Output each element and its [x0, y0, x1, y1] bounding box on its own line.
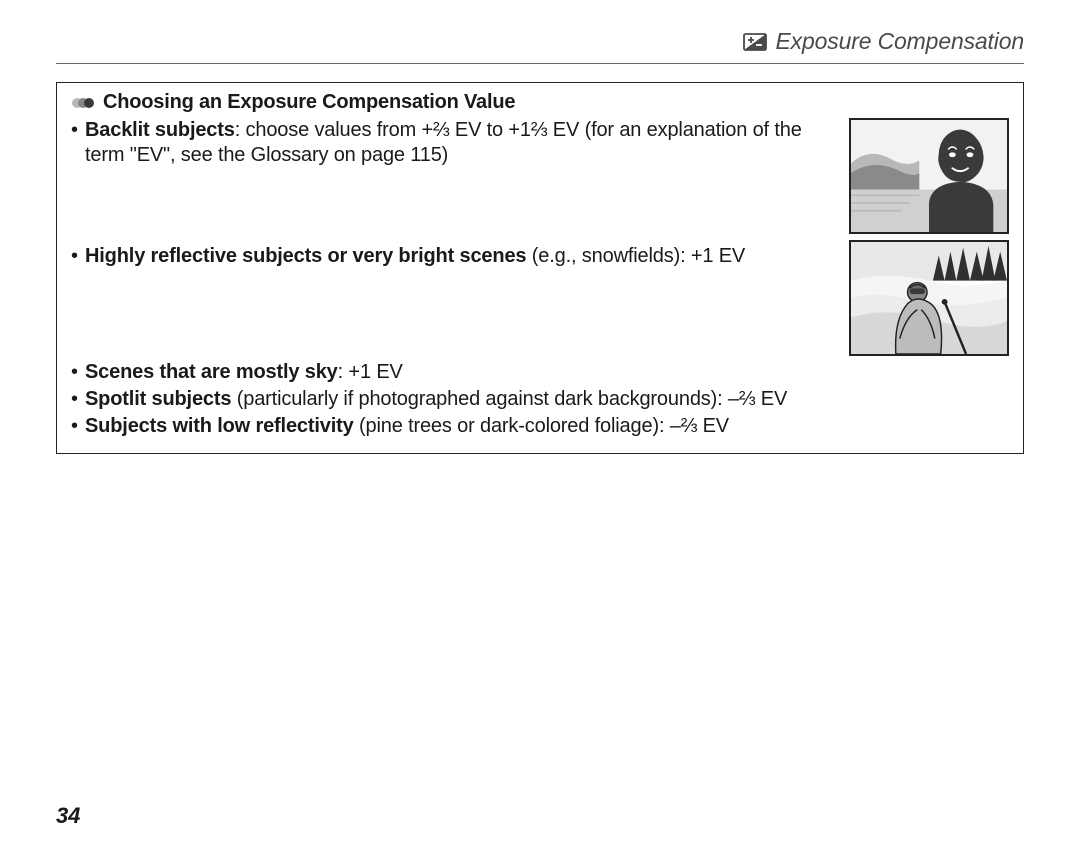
list-item: Subjects with low reflectivity (pine tre… [71, 414, 835, 439]
tip-box: Choosing an Exposure Compensation Value … [56, 82, 1024, 454]
list-item: Highly reflective subjects or very brigh… [71, 244, 835, 269]
header-title: Exposure Compensation [775, 28, 1024, 55]
bracket-icon [71, 94, 95, 112]
page-number: 34 [56, 803, 80, 829]
box-title: Choosing an Exposure Compensation Value [103, 91, 515, 114]
list-item: Scenes that are mostly sky: +1 EV [71, 360, 835, 385]
page-header: Exposure Compensation [56, 28, 1024, 64]
thumb-snow [849, 240, 1009, 356]
item-bold: Backlit subjects [85, 119, 235, 141]
item-bold: Highly reflective subjects or very brigh… [85, 245, 526, 267]
item-bold: Scenes that are mostly sky [85, 361, 338, 383]
list-item: Backlit subjects: choose values from +⅔ … [71, 118, 835, 168]
item-rest: (particularly if photographed against da… [231, 388, 787, 410]
thumb-backlit [849, 118, 1009, 234]
list-item: Spotlit subjects (particularly if photog… [71, 387, 835, 412]
item-bold: Spotlit subjects [85, 388, 231, 410]
item-rest: : +1 EV [338, 361, 403, 383]
bullet-list: Backlit subjects: choose values from +⅔ … [71, 118, 835, 441]
item-bold: Subjects with low reflectivity [85, 415, 354, 437]
exposure-comp-icon [743, 32, 767, 52]
item-rest: (pine trees or dark-colored foliage): –⅔… [354, 415, 729, 437]
item-rest: (e.g., snowfields): +1 EV [526, 245, 745, 267]
